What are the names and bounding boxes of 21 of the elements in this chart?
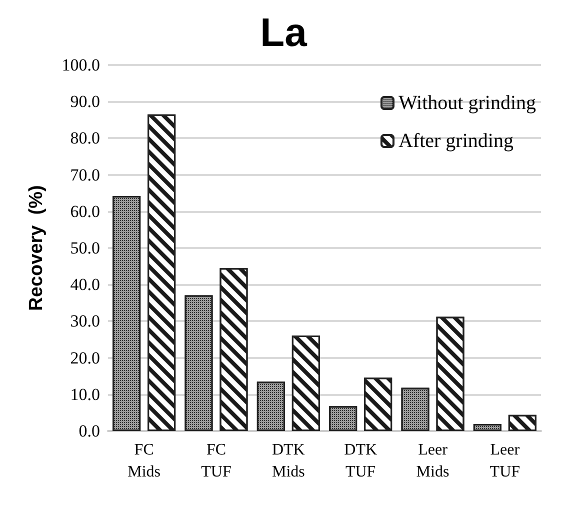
y-tick-label: 80.0	[70, 128, 100, 148]
x-tick-label: DTK TUF	[344, 442, 378, 480]
legend-label: After grinding	[398, 130, 514, 152]
legend-label: Without grinding	[398, 92, 536, 114]
y-tick-label: 60.0	[70, 202, 100, 221]
x-tick-label: Leer Mids	[416, 442, 450, 480]
y-tick-label: 90.0	[70, 92, 100, 112]
y-tick-label: 50.0	[70, 238, 100, 258]
x-tick-label: Leer TUF	[490, 442, 520, 480]
y-tick-label: 10.0	[70, 384, 100, 404]
y-tick-label: 40.0	[70, 275, 100, 294]
y-tick-label: 20.0	[70, 348, 100, 368]
y-axis-title: Recovery (%)	[26, 185, 47, 311]
y-tick-label: 70.0	[70, 165, 100, 184]
y-tick-label: 0.0	[78, 422, 100, 440]
x-tick-label: FC Mids	[128, 442, 161, 480]
x-tick-label: FC TUF	[201, 442, 232, 480]
y-tick-label: 30.0	[70, 312, 100, 331]
chart-title: La	[260, 11, 308, 55]
y-tick-label: 100.0	[62, 56, 100, 74]
x-tick-label: DTK Mids	[272, 442, 306, 480]
